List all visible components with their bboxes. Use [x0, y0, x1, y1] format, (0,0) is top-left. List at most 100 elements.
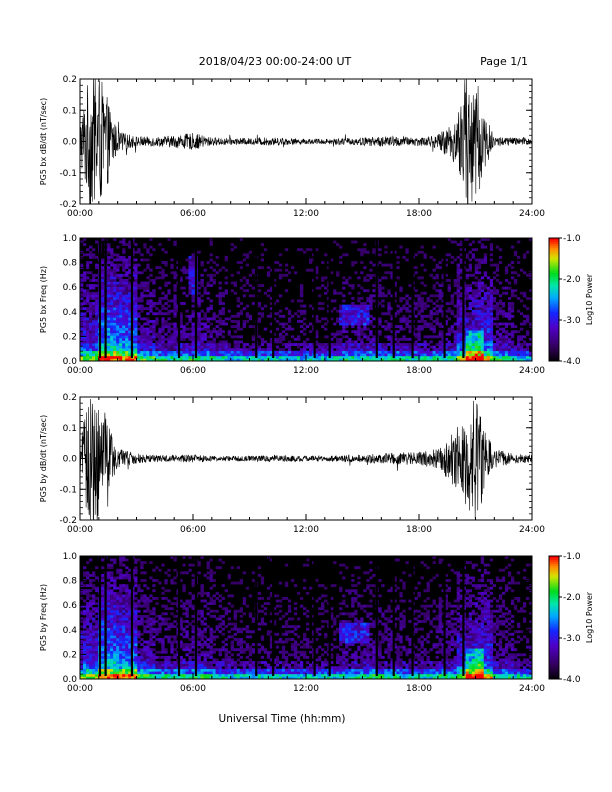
spectrogram-cell	[330, 350, 334, 354]
spectrogram-cell	[110, 663, 114, 667]
spectrogram-cell	[191, 263, 195, 267]
spectrogram-cell	[318, 302, 322, 305]
spectrogram-cell	[378, 358, 382, 362]
spectrogram-cell	[278, 348, 283, 352]
spectrogram-cell	[83, 640, 87, 644]
spectrogram-cell	[263, 355, 268, 359]
spectrogram-cell	[119, 589, 123, 593]
spectrogram-cell	[137, 340, 141, 344]
spectrogram-cell	[296, 350, 301, 354]
spectrogram-cell	[381, 325, 385, 328]
spectrogram-cell	[269, 296, 274, 300]
spectrogram-cell	[119, 345, 123, 349]
spectrogram-cell	[170, 345, 174, 349]
spectrogram-cell	[80, 263, 84, 267]
spectrogram-cell	[128, 312, 132, 316]
spectrogram-cell	[92, 353, 96, 357]
spectrogram-cell	[173, 345, 177, 349]
spectrogram-cell	[206, 355, 210, 359]
spectrogram-cell	[293, 337, 298, 341]
spectrogram-cell	[489, 243, 494, 246]
spectrogram-cell	[122, 238, 126, 241]
spectrogram-cell	[146, 630, 150, 634]
spectrogram-cell	[510, 271, 515, 275]
spectrogram-cell	[179, 322, 183, 326]
spectrogram-cell	[483, 350, 488, 354]
spectrogram-cell	[242, 253, 247, 257]
spectrogram-cell	[393, 314, 397, 318]
spectrogram-cell	[378, 261, 382, 264]
spectrogram-cell	[113, 617, 117, 621]
spectrogram-cell	[272, 350, 277, 354]
spectrogram-cell	[435, 320, 439, 323]
spectrogram-cell	[140, 309, 144, 313]
spectrogram-cell	[170, 335, 174, 339]
spectrogram-cell	[357, 332, 361, 336]
spectrogram-cell	[92, 650, 96, 654]
spectrogram-cell	[128, 340, 132, 344]
spectrogram-cell	[390, 337, 394, 341]
spectrogram-cell	[89, 317, 93, 321]
spectrogram-cell	[414, 355, 418, 359]
spectrogram-cell	[477, 355, 482, 359]
spectrogram-cell	[137, 658, 141, 662]
spectrogram-cell	[128, 614, 132, 618]
spectrogram-cell	[360, 248, 364, 252]
spectrogram-cell	[125, 291, 129, 295]
spectrogram-cell	[152, 579, 156, 582]
spectrogram-cell	[119, 594, 123, 598]
spectrogram-cell	[441, 312, 445, 316]
spectrogram-cell	[507, 317, 512, 321]
spectrogram-cell	[92, 638, 96, 641]
spectrogram-cell	[498, 358, 503, 362]
spectrogram-cell	[188, 268, 192, 272]
spectrogram-cell	[149, 653, 153, 657]
spectrogram-cell	[167, 625, 171, 629]
colorbar-segment	[549, 328, 559, 331]
spectrogram-cell	[360, 314, 364, 318]
spectrogram-cell	[495, 279, 500, 282]
spectrogram-cell	[116, 302, 120, 305]
spectrogram-cell	[342, 345, 346, 349]
spectrogram-cell	[134, 655, 138, 659]
spectrogram-cell	[128, 337, 132, 341]
spectrogram-cell	[390, 266, 394, 270]
spectrogram-cell	[233, 281, 237, 285]
spectrogram-cell	[372, 340, 376, 344]
spectrogram-cell	[149, 245, 153, 249]
spectrogram-cell	[342, 281, 346, 285]
spectrogram-cell	[525, 345, 530, 349]
spectrogram-cell	[89, 335, 93, 339]
spectrogram-cell	[453, 348, 457, 352]
spectrogram-cell	[89, 343, 93, 346]
spectrogram-cell	[272, 317, 277, 321]
spectrogram-cell	[161, 248, 165, 252]
spectrogram-cell	[128, 663, 132, 667]
y-tick-label: 0.1	[63, 106, 77, 116]
spectrogram-cell	[80, 632, 84, 636]
spectrogram-cell	[266, 353, 271, 357]
spectrogram-cell	[438, 266, 442, 270]
spectrogram-cell	[116, 635, 120, 639]
spectrogram-cell	[354, 353, 358, 357]
spectrogram-cell	[146, 602, 150, 605]
spectrogram-cell	[453, 353, 457, 357]
spectrogram-cell	[381, 294, 385, 298]
spectrogram-cell	[336, 350, 340, 354]
spectrogram-cell	[161, 643, 165, 646]
spectrogram-cell	[200, 327, 204, 331]
spectrogram-cell	[83, 666, 87, 670]
spectrogram-cell	[245, 263, 250, 267]
spectrogram-cell	[80, 343, 84, 346]
spectrogram-cell	[83, 630, 87, 634]
spectrogram-cell	[128, 353, 132, 357]
spectrogram-cell	[269, 330, 274, 334]
spectrogram-cell	[185, 343, 189, 346]
spectrogram-cell	[149, 330, 153, 334]
spectrogram-cell	[486, 296, 491, 300]
spectrogram-cell	[86, 302, 90, 305]
spectrogram-cell	[315, 358, 319, 362]
spectrogram-cell	[173, 358, 177, 362]
spectrogram-cell	[110, 353, 114, 357]
spectrogram-cell	[110, 304, 114, 308]
